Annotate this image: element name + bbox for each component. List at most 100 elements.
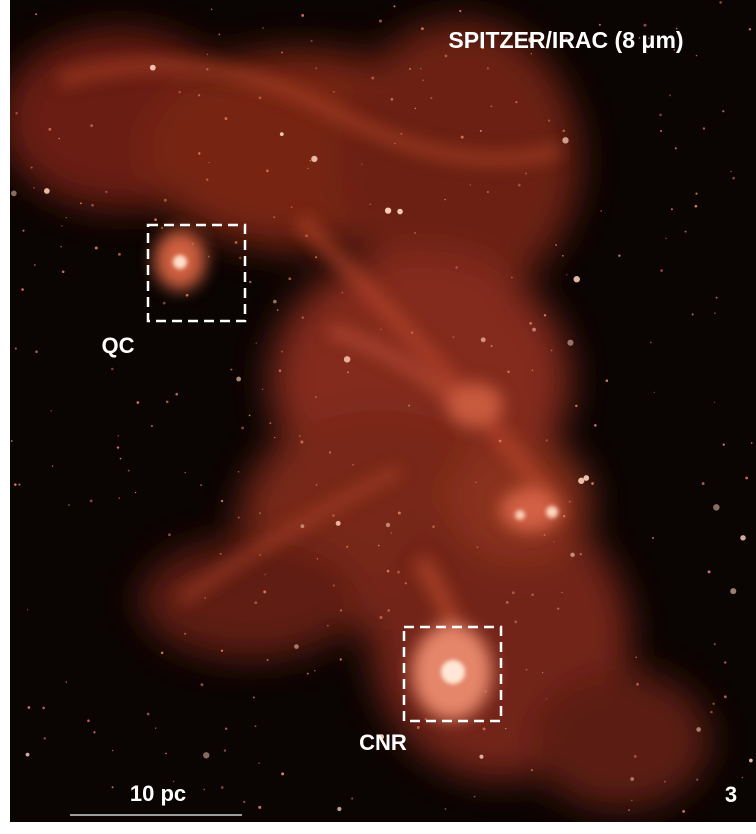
star [518,184,521,187]
star [630,777,634,781]
star [591,482,594,485]
star [273,300,277,304]
star [461,136,464,139]
star [80,202,82,204]
star [281,772,284,775]
star [105,191,107,193]
star [506,601,509,604]
star [294,644,299,649]
star [198,94,200,96]
star [112,786,114,788]
star [660,130,662,132]
star [279,369,281,371]
star [117,446,119,448]
star [243,801,245,803]
star [262,27,264,29]
image-area [0,0,756,822]
star [479,676,481,678]
star [430,97,432,99]
star [391,532,392,533]
star [684,231,686,233]
star [722,110,724,112]
star [417,726,420,729]
star [487,67,489,69]
star [15,348,17,350]
star [33,187,34,188]
star [628,809,630,811]
star [340,609,342,611]
star [291,206,293,208]
star [745,477,748,480]
star [340,658,342,660]
star [567,340,573,346]
star [164,199,167,202]
star [491,345,493,347]
star [724,695,727,698]
star [225,727,228,730]
star [208,256,210,258]
star [317,558,318,559]
star [742,777,744,779]
star [238,471,240,473]
star [310,160,312,162]
star [636,683,639,686]
star [168,533,171,536]
star [421,27,424,30]
star [445,54,448,57]
star [391,98,394,101]
star [562,137,568,143]
star [154,218,157,221]
star [35,13,37,15]
star [224,749,226,751]
star [95,246,98,249]
star [206,68,208,70]
star [218,33,220,35]
star [566,274,567,275]
star [714,402,715,403]
star [178,91,181,94]
star [696,727,701,732]
star [749,28,752,31]
star [695,205,698,208]
star [660,269,663,272]
star [52,465,54,467]
star [702,482,705,485]
star [163,302,166,305]
page: SPITZER/IRAC (8 μm) QC CNR 10 pc 3 (() =… [0,0,756,834]
star [542,672,543,673]
star [475,482,477,484]
star [165,753,167,755]
star [209,162,210,163]
star [751,442,753,444]
star [91,204,94,207]
star [342,292,344,294]
star [136,401,139,404]
star [659,114,662,117]
star [258,762,260,764]
star [380,329,381,330]
star [175,393,178,396]
star [263,590,266,593]
star [211,9,212,10]
star [315,256,317,258]
star [31,167,33,169]
star [281,51,283,53]
star [230,369,232,371]
star [474,796,476,798]
star [696,779,698,781]
star [669,95,671,97]
star [249,415,251,417]
star [314,670,316,672]
star [654,392,655,393]
star [719,1,722,4]
star [206,179,208,181]
star [327,625,329,627]
star [730,171,731,172]
star [198,152,200,154]
star [387,609,389,611]
star [150,65,156,71]
star [221,786,224,789]
star [238,516,240,518]
star [333,584,335,586]
star [692,313,694,315]
